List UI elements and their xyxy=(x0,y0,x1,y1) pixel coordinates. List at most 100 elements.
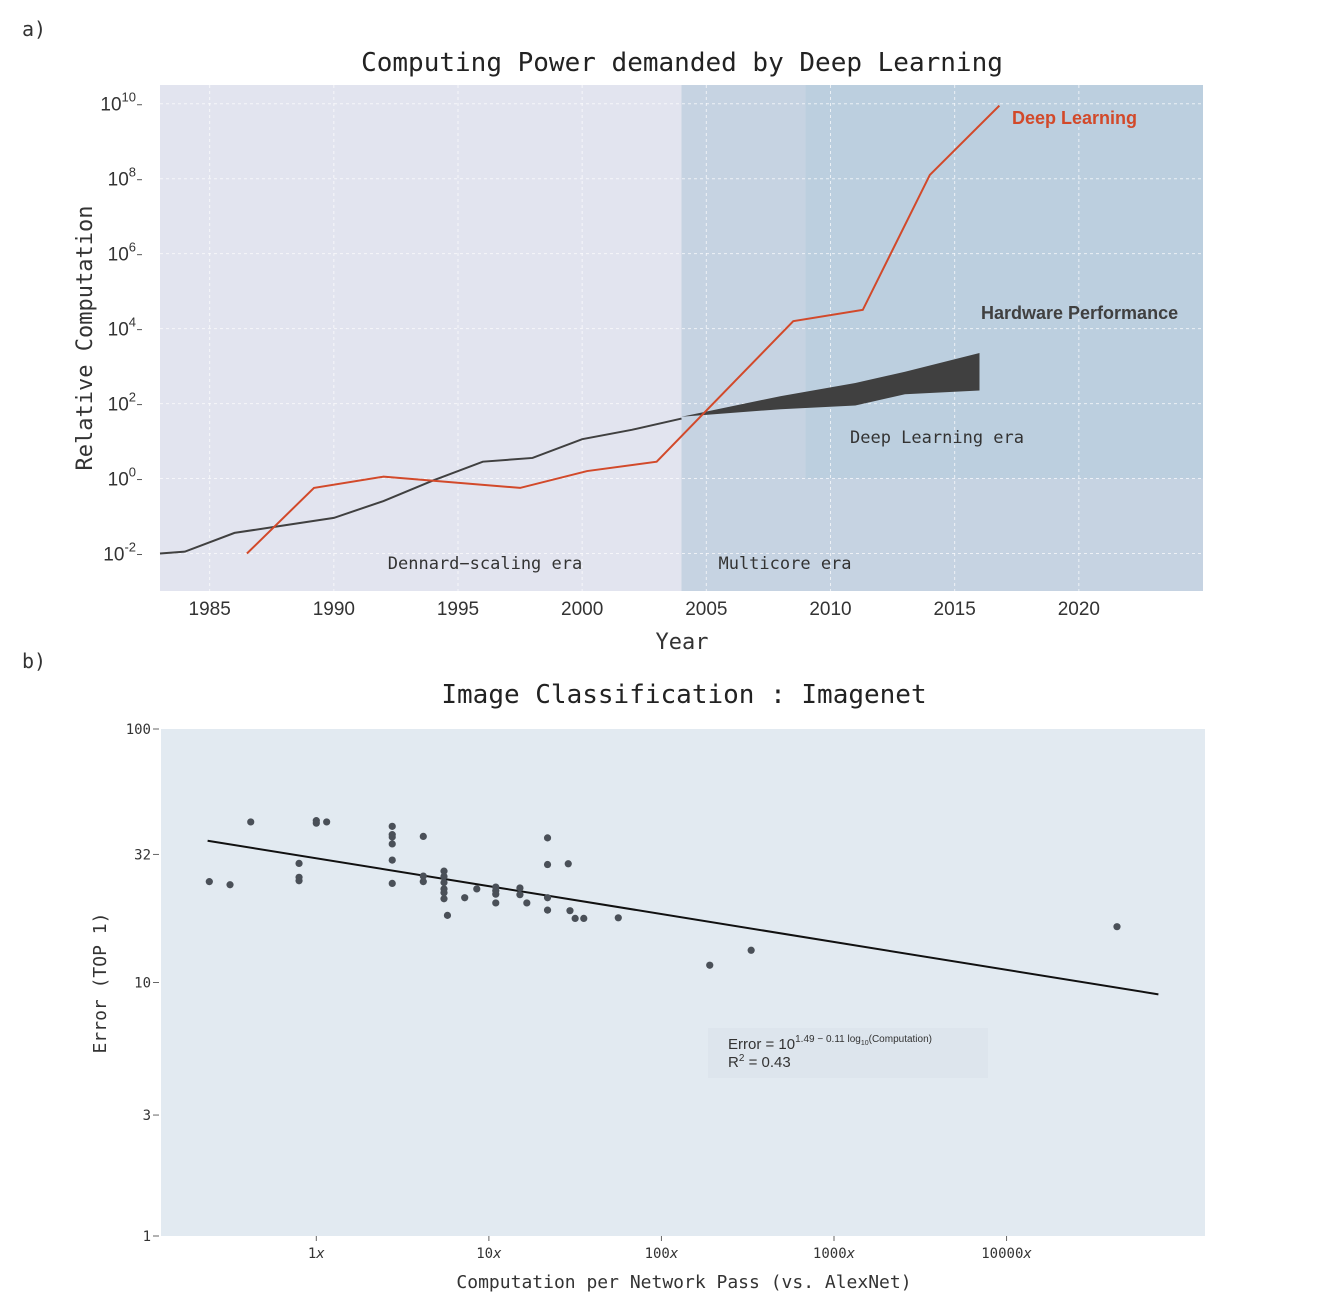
data-point-15 xyxy=(419,832,427,840)
panel-b-label: b) xyxy=(22,649,46,673)
data-point-38 xyxy=(564,860,572,868)
dennard-era-label: Dennard−scaling era xyxy=(388,554,582,574)
x-tick-label-100x: 100x xyxy=(645,1246,679,1262)
data-point-45 xyxy=(1113,923,1121,931)
panel-b-x-axis-label: Computation per Network Pass (vs. AlexNe… xyxy=(456,1272,911,1293)
data-point-30 xyxy=(492,899,500,907)
hardware-performance-band xyxy=(681,352,980,417)
data-point-24 xyxy=(443,911,452,919)
fit-equation-box xyxy=(708,1028,988,1078)
panel-b-title: Image Classification : Imagenet xyxy=(441,680,926,710)
data-point-2 xyxy=(226,881,234,889)
data-point-1 xyxy=(205,878,213,886)
data-point-0 xyxy=(247,818,255,826)
x-tick-label-10000x: 10000x xyxy=(981,1246,1032,1262)
panel-a-x-ticks: 1985 1990 1995 2000 2005 2010 2015 2020 xyxy=(189,599,1100,620)
data-point-16 xyxy=(419,872,427,880)
panel-a-title: Computing Power demanded by Deep Learnin… xyxy=(361,48,1003,78)
panel-a-y-ticks: 10-2 100 102 104 106 108 1010 xyxy=(100,90,142,566)
data-point-17 xyxy=(419,878,427,886)
y-tick-label-6: 1010 xyxy=(100,90,136,116)
multicore-era-label: Multicore era xyxy=(718,554,851,574)
data-point-13 xyxy=(388,856,396,864)
hardware-performance-label: Hardware Performance xyxy=(981,303,1178,323)
data-point-18 xyxy=(440,867,448,875)
panel-a-grid xyxy=(160,85,1203,591)
data-point-40 xyxy=(571,914,579,923)
y-tick-label-3: 3 xyxy=(143,1108,151,1124)
x-tick-label-1000x: 1000x xyxy=(813,1246,856,1262)
y-tick-label-1: 100 xyxy=(108,465,136,491)
data-point-23 xyxy=(440,895,448,903)
hardware-performance-line xyxy=(159,417,682,555)
data-point-11 xyxy=(388,833,396,841)
panel-a-y-axis-label: Relative Computation xyxy=(73,206,98,471)
data-point-43 xyxy=(706,961,714,969)
x-tick-label-2015: 2015 xyxy=(934,599,976,620)
data-point-25 xyxy=(461,894,469,902)
fit-r-squared: R2 = 0.43 xyxy=(728,1053,791,1071)
panel-a-era-regions xyxy=(160,85,1203,591)
y-tick-label-5: 108 xyxy=(108,165,136,191)
panel-b-chart: b) Image Classification : Imagenet 1x 10x… xyxy=(22,649,1205,1293)
x-tick-label-2000: 2000 xyxy=(561,599,603,620)
x-tick-label-2010: 2010 xyxy=(809,599,851,620)
panel-b-y-axis-label: Error (TOP 1) xyxy=(90,913,111,1054)
panel-a-series-lines xyxy=(159,104,1001,555)
x-tick-label-2005: 2005 xyxy=(685,599,727,620)
panel-a-chart: a) Computing Power demanded by Deep Lear… xyxy=(22,17,1203,655)
data-point-33 xyxy=(523,899,531,907)
x-tick-label-1985: 1985 xyxy=(189,599,231,620)
fit-equation: Error = 101.49 − 0.11 log10(Computation) xyxy=(728,1034,932,1053)
data-point-29 xyxy=(492,890,500,898)
deep-learning-era-label: Deep Learning era xyxy=(850,428,1024,448)
era-region-0 xyxy=(160,85,682,591)
data-point-20 xyxy=(440,878,448,887)
data-point-3 xyxy=(295,859,303,868)
data-point-42 xyxy=(614,914,622,922)
x-tick-label-1x: 1x xyxy=(308,1246,325,1262)
data-point-34 xyxy=(543,834,552,842)
data-point-7 xyxy=(312,819,320,827)
data-point-31 xyxy=(516,884,524,892)
data-point-39 xyxy=(566,907,574,915)
panel-b-fit-line xyxy=(207,839,1159,996)
panel-a-x-axis-label: Year xyxy=(656,630,709,655)
y-tick-label-2: 102 xyxy=(108,390,136,416)
data-point-12 xyxy=(388,840,396,848)
data-point-41 xyxy=(580,914,588,923)
x-tick-label-1990: 1990 xyxy=(313,599,355,620)
deep-learning-series-label: Deep Learning xyxy=(1012,108,1137,128)
data-point-5 xyxy=(295,873,303,881)
x-tick-label-1995: 1995 xyxy=(437,599,479,620)
data-point-9 xyxy=(388,822,396,830)
data-point-19 xyxy=(440,872,448,881)
y-tick-label-0: 10-2 xyxy=(103,540,136,566)
regression-line xyxy=(207,839,1159,996)
y-tick-label-100: 100 xyxy=(126,722,151,738)
panel-a-hardware-band xyxy=(681,352,980,417)
panel-b-x-ticks: 1x 10x 100x 1000x 10000x xyxy=(308,1236,1032,1262)
y-tick-label-3: 104 xyxy=(108,315,136,341)
panel-a-label: a) xyxy=(22,17,46,41)
data-point-44 xyxy=(747,946,755,954)
era-region-2 xyxy=(805,85,1203,479)
data-point-37 xyxy=(543,906,552,914)
y-tick-label-32: 32 xyxy=(134,847,151,863)
data-point-14 xyxy=(388,879,396,887)
data-point-22 xyxy=(440,889,448,897)
panel-b-y-ticks: 1 3 10 32 100 xyxy=(126,722,159,1245)
data-point-32 xyxy=(516,891,524,899)
data-point-35 xyxy=(543,860,552,869)
y-tick-label-10: 10 xyxy=(134,976,151,992)
y-tick-label-4: 106 xyxy=(108,240,136,266)
deep-learning-line xyxy=(246,104,1001,555)
data-point-26 xyxy=(473,885,481,893)
panel-b-points xyxy=(205,817,1121,969)
data-point-8 xyxy=(323,818,331,826)
x-tick-label-10x: 10x xyxy=(476,1246,502,1262)
panel-b-plot-area xyxy=(161,729,1205,1236)
data-point-36 xyxy=(543,894,552,902)
x-tick-label-2020: 2020 xyxy=(1058,599,1100,620)
